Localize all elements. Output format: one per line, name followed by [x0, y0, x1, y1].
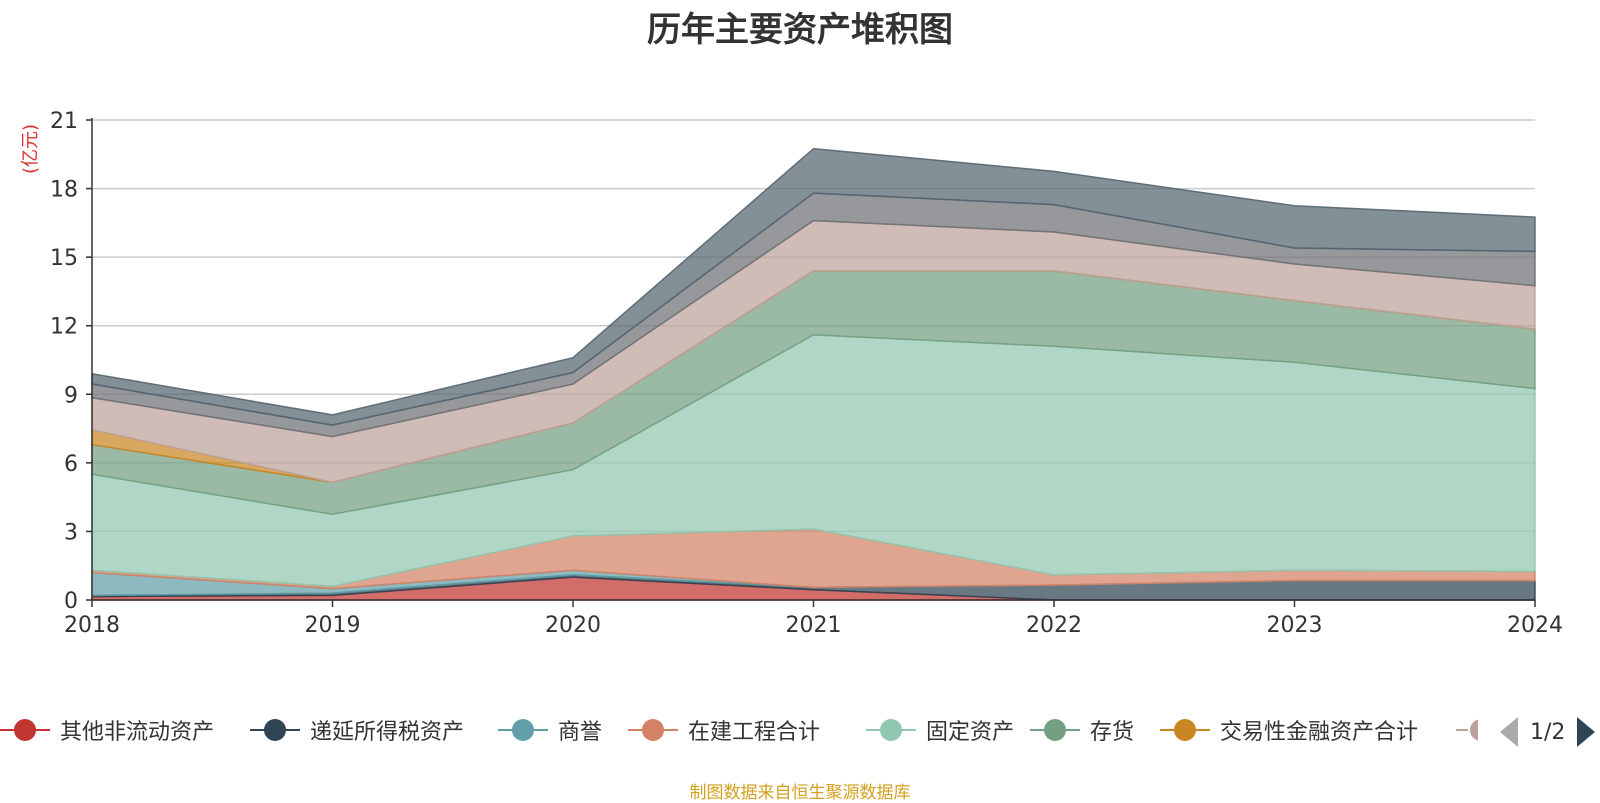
- chart-title: 历年主要资产堆积图: [647, 10, 953, 50]
- legend-label: 商誉: [558, 720, 603, 745]
- legend-item[interactable]: 交易性金融资产合计: [1160, 712, 1418, 748]
- triangle-left-icon[interactable]: [1500, 717, 1518, 747]
- y-tick-label: 15: [50, 246, 78, 271]
- x-tick-label: 2023: [1267, 613, 1323, 638]
- x-tick-label: 2024: [1507, 613, 1563, 638]
- legend-label: 递延所得税资产: [310, 720, 465, 745]
- stacked-area-chart: 0 3 6 9 12 15 18 21 2018 2019 2020 2021 2022 2023 2024: [50, 109, 1563, 638]
- legend-item[interactable]: 其他非流动资产: [0, 712, 214, 748]
- legend-label: 在建工程合计: [688, 720, 821, 745]
- legend-pager: 1/2: [1500, 716, 1596, 748]
- legend-marker: [1030, 718, 1080, 742]
- y-tick-label: 6: [64, 452, 78, 477]
- y-tick-label: 9: [64, 383, 78, 408]
- legend-item-partial[interactable]: [1456, 712, 1478, 748]
- y-tick-label: 0: [64, 589, 78, 614]
- legend-marker: [628, 718, 678, 742]
- legend-marker: [498, 718, 548, 742]
- x-tick-label: 2019: [305, 613, 361, 638]
- legend-marker: [250, 718, 300, 742]
- legend-item[interactable]: 商誉: [498, 712, 602, 748]
- legend-marker: [1160, 718, 1210, 742]
- legend-marker: [0, 718, 50, 742]
- legend-label: 交易性金融资产合计: [1220, 720, 1419, 745]
- x-tick-label: 2022: [1026, 613, 1082, 638]
- legend-label: 存货: [1090, 720, 1135, 745]
- legend-marker: [866, 718, 916, 742]
- x-tick-label: 2020: [545, 613, 601, 638]
- triangle-right-icon[interactable]: [1577, 717, 1596, 747]
- axes: 0 3 6 9 12 15 18 21 2018 2019 2020 2021 2022 2023 2024: [50, 109, 1563, 638]
- legend-label: 固定资产: [926, 720, 1015, 745]
- legend-item[interactable]: 递延所得税资产: [250, 712, 464, 748]
- source-note: 制图数据来自恒生聚源数据库: [689, 783, 911, 803]
- legend-item[interactable]: 存货: [1030, 712, 1134, 748]
- legend-item[interactable]: 在建工程合计: [628, 712, 820, 748]
- y-tick-label: 21: [50, 109, 78, 134]
- area-series: [91, 147, 1536, 601]
- x-tick-label: 2018: [64, 613, 120, 638]
- area-series-10[interactable]: [91, 147, 1536, 426]
- y-tick-label: 18: [50, 178, 78, 203]
- y-tick-label: 3: [64, 520, 78, 545]
- legend-label: 其他非流动资产: [60, 720, 215, 745]
- legend: 其他非流动资产 递延所得税资产 商誉 在建工程合计 固定资产 存货 交易性金融资产合计: [0, 712, 1600, 748]
- y-tick-label: 12: [50, 315, 78, 340]
- legend-marker: [1456, 718, 1478, 742]
- legend-item[interactable]: 固定资产: [866, 712, 1014, 748]
- x-tick-label: 2021: [786, 613, 842, 638]
- legend-page-indicator: 1/2: [1530, 719, 1566, 745]
